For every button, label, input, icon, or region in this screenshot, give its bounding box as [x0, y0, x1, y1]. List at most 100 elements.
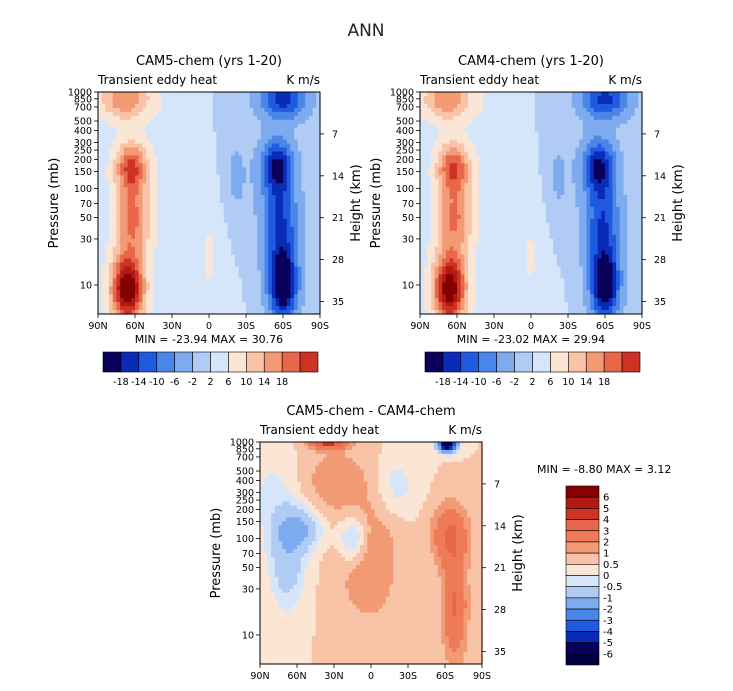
heatmap-cell — [205, 179, 210, 184]
heatmap-cell — [98, 183, 103, 188]
heatmap-cell — [197, 290, 203, 295]
heatmap-cell — [212, 147, 217, 153]
heatmap-cell — [468, 103, 473, 109]
heatmap-cell — [123, 191, 129, 196]
heatmap-cell — [179, 214, 184, 220]
heatmap-cell — [505, 95, 510, 101]
heatmap-cell — [216, 226, 221, 232]
heatmap-cell — [268, 306, 273, 311]
heatmap-cell — [305, 242, 310, 248]
heatmap-cell — [201, 147, 206, 153]
heatmap-cell — [194, 278, 199, 283]
heatmap-cell — [486, 274, 491, 279]
heatmap-cell — [490, 274, 495, 279]
heatmap-cell — [194, 246, 199, 252]
heatmap-cell — [164, 274, 169, 279]
heatmap-cell — [179, 159, 184, 164]
heatmap-cell — [194, 242, 199, 248]
heatmap-cell — [316, 175, 321, 180]
heatmap-cell — [275, 135, 280, 141]
heatmap-cell — [431, 206, 436, 212]
heatmap-cell — [131, 119, 136, 125]
heatmap-cell — [160, 119, 166, 125]
heatmap-cell — [427, 147, 432, 153]
heatmap-cell — [175, 302, 180, 307]
heatmap-cell — [146, 143, 151, 149]
heatmap-cell — [460, 191, 465, 196]
heatmap-cell — [242, 270, 247, 275]
heatmap-cell — [479, 290, 484, 295]
heatmap-cell — [431, 147, 436, 153]
heatmap-cell — [445, 179, 451, 184]
heatmap-cell — [475, 123, 480, 129]
heatmap-cell — [209, 310, 214, 315]
heatmap-cell — [308, 226, 314, 232]
heatmap-cell — [490, 159, 495, 164]
heatmap-cell — [442, 258, 447, 264]
heatmap-cell — [420, 282, 425, 287]
heatmap-cell — [179, 250, 184, 256]
heatmap-cell — [312, 210, 317, 216]
heatmap-cell — [519, 115, 525, 121]
heatmap-cell — [457, 234, 462, 240]
heatmap-cell — [101, 107, 106, 113]
heatmap-cell — [160, 258, 166, 264]
heatmap-cell — [131, 92, 136, 97]
heatmap-cell — [479, 222, 484, 228]
heatmap-cell — [190, 266, 195, 271]
heatmap-cell — [423, 107, 428, 113]
heatmap-cell — [305, 238, 310, 244]
heatmap-cell — [238, 262, 243, 268]
heatmap-cell — [242, 159, 247, 164]
heatmap-cell — [501, 171, 506, 176]
heatmap-cell — [205, 266, 210, 271]
heatmap-cell — [519, 139, 525, 145]
heatmap-cell — [216, 159, 221, 164]
heatmap-cell — [308, 246, 314, 252]
heatmap-cell — [460, 298, 465, 303]
heatmap-cell — [460, 262, 465, 268]
heatmap-cell — [138, 123, 143, 129]
heatmap-cell — [120, 298, 125, 303]
heatmap-cell — [312, 214, 317, 220]
heatmap-cell — [138, 238, 143, 244]
heatmap-cell — [297, 175, 303, 180]
heatmap-cell — [442, 159, 447, 164]
heatmap-cell — [242, 143, 247, 149]
heatmap-cell — [494, 119, 499, 125]
heatmap-cell — [301, 254, 306, 260]
heatmap-cell — [294, 214, 299, 220]
heatmap-cell — [238, 151, 243, 157]
heatmap-cell — [290, 242, 295, 248]
heatmap-cell — [153, 103, 158, 109]
heatmap-cell — [223, 119, 229, 125]
heatmap-cell — [194, 238, 199, 244]
heatmap-cell — [490, 302, 495, 307]
heatmap-cell — [172, 242, 177, 248]
heatmap-cell — [290, 167, 295, 172]
heatmap-cell — [460, 187, 465, 192]
heatmap-cell — [312, 167, 317, 172]
heatmap-cell — [294, 183, 299, 188]
heatmap-cell — [220, 290, 225, 295]
heatmap-cell — [423, 99, 428, 105]
heatmap-cell — [131, 222, 136, 228]
heatmap-cell — [242, 250, 247, 256]
heatmap-cell — [201, 274, 206, 279]
heatmap-cell — [183, 103, 188, 109]
heatmap-cell — [149, 199, 155, 204]
heatmap-cell — [116, 210, 121, 216]
heatmap-cell — [138, 92, 143, 97]
heatmap-cell — [112, 282, 118, 287]
heatmap-cell — [286, 95, 291, 101]
heatmap-cell — [449, 282, 454, 287]
heatmap-cell — [197, 286, 203, 291]
heatmap-cell — [246, 159, 251, 164]
heatmap-cell — [201, 218, 206, 224]
heatmap-cell — [512, 234, 517, 240]
heatmap-cell — [153, 139, 158, 145]
heatmap-cell — [190, 92, 195, 97]
heatmap-cell — [438, 191, 443, 196]
heatmap-cell — [220, 135, 225, 141]
heatmap-cell — [286, 290, 291, 295]
